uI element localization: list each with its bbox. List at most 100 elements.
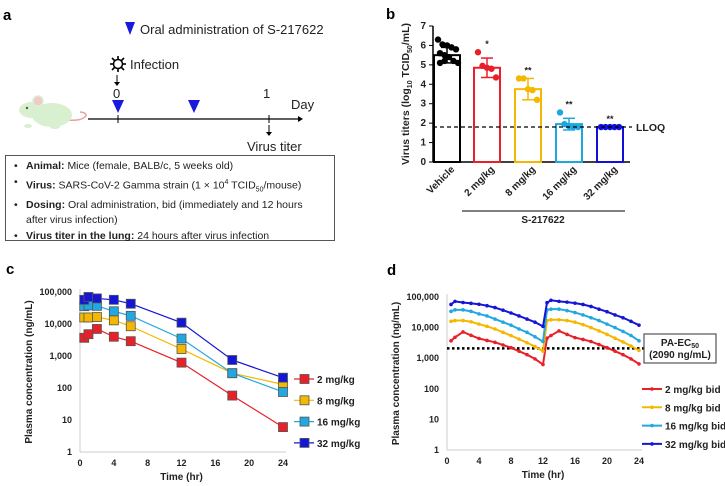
mouse-icon bbox=[19, 95, 87, 129]
data-point bbox=[573, 301, 577, 305]
y-tick-label: 6 bbox=[420, 40, 426, 51]
legend-label: 8 mg/kg bid bbox=[665, 403, 721, 414]
data-point bbox=[533, 335, 537, 339]
y-tick-label: 2 bbox=[420, 118, 426, 129]
data-point bbox=[453, 299, 457, 304]
data-point bbox=[515, 75, 523, 82]
data-point bbox=[541, 362, 545, 367]
info-virus-label: Virus: bbox=[26, 179, 56, 191]
y-tick-label: 100,000 bbox=[406, 292, 439, 302]
data-point bbox=[613, 313, 617, 317]
data-point bbox=[611, 123, 618, 131]
data-point bbox=[557, 317, 561, 322]
data-point bbox=[493, 317, 497, 321]
titer-arrowhead-icon bbox=[266, 132, 272, 136]
ec50-label-text: PA-EC bbox=[661, 338, 691, 349]
data-point bbox=[621, 315, 625, 320]
data-point bbox=[477, 336, 481, 341]
legend-marker bbox=[299, 374, 310, 384]
data-point bbox=[629, 357, 633, 361]
x-tick-label: 32 mg/kg bbox=[582, 164, 620, 202]
data-point bbox=[621, 340, 625, 344]
data-point bbox=[621, 329, 625, 334]
data-point bbox=[525, 330, 529, 335]
data-point bbox=[605, 332, 609, 337]
data-point bbox=[227, 390, 238, 401]
data-point bbox=[605, 322, 609, 326]
data-point bbox=[441, 57, 448, 65]
data-point bbox=[597, 342, 601, 347]
x-tick-label: 20 bbox=[602, 456, 612, 466]
x-axis-label: Time (hr) bbox=[522, 470, 565, 481]
info-animal-label: Animal: bbox=[26, 160, 65, 172]
data-point bbox=[557, 299, 561, 304]
data-point bbox=[125, 310, 136, 321]
data-point bbox=[565, 300, 569, 304]
y-axis-label: Plasma concentration (ng/mL) bbox=[391, 302, 402, 445]
data-point bbox=[525, 340, 529, 345]
data-point bbox=[449, 309, 453, 314]
data-point bbox=[493, 327, 497, 331]
data-point bbox=[533, 96, 541, 104]
legend-marker bbox=[299, 437, 310, 448]
data-point bbox=[549, 333, 553, 338]
y-label-part: 50 bbox=[407, 45, 414, 53]
data-point bbox=[545, 336, 549, 341]
data-point bbox=[549, 317, 553, 322]
x-tick-label: 16 mg/kg bbox=[541, 164, 579, 202]
x-tick-label: 8 bbox=[145, 458, 150, 468]
infection-arrowhead-icon bbox=[114, 82, 120, 86]
data-point bbox=[176, 344, 187, 354]
data-point bbox=[477, 302, 481, 307]
data-point bbox=[589, 339, 593, 344]
y-label-part: TCID bbox=[400, 53, 412, 81]
data-point bbox=[501, 308, 505, 313]
data-point bbox=[469, 333, 473, 338]
data-point bbox=[573, 335, 577, 340]
dose-marker-12h-icon bbox=[188, 100, 200, 113]
data-point bbox=[637, 362, 641, 366]
data-point bbox=[517, 314, 521, 318]
x-tick-label: 12 bbox=[538, 456, 548, 466]
data-point bbox=[493, 340, 497, 345]
data-point bbox=[449, 302, 453, 307]
data-point bbox=[509, 311, 513, 315]
legend-label: 32 mg/kg bid bbox=[665, 440, 725, 451]
data-point bbox=[517, 349, 521, 353]
x-tick-label: 24 bbox=[278, 458, 288, 468]
x-tick-label: 20 bbox=[244, 458, 254, 468]
day-axis-label: Day bbox=[291, 97, 315, 112]
data-point bbox=[461, 318, 465, 323]
data-point bbox=[469, 309, 473, 314]
panel-c-pk-chart: 1 10 100 1,000 10,000 100,000 0 4 8 12 16 20 24 Time … bbox=[24, 287, 360, 483]
x-tick-label: 4 bbox=[476, 456, 481, 466]
legend-marker bbox=[299, 416, 310, 427]
data-point bbox=[556, 109, 564, 116]
x-tick-label: 4 bbox=[111, 458, 116, 468]
data-point bbox=[461, 330, 465, 334]
info-dosing-text: Oral administration, bid (immediately an… bbox=[68, 198, 303, 211]
study-design-box: Animal: Mice (female, BALB/c, 5 weeks ol… bbox=[5, 155, 335, 244]
data-point bbox=[597, 307, 601, 311]
y-axis-label: Virus titers (log10 TCID50/mL) bbox=[400, 23, 414, 165]
data-point bbox=[637, 339, 641, 343]
data-point bbox=[589, 304, 593, 309]
infection-label: Infection bbox=[130, 57, 179, 72]
data-point bbox=[453, 308, 457, 312]
data-point bbox=[278, 422, 288, 432]
data-point bbox=[492, 74, 500, 81]
group-label: S-217622 bbox=[521, 215, 565, 226]
bar bbox=[596, 126, 624, 163]
panel-label-d: d bbox=[387, 262, 396, 279]
y-tick-label: 10,000 bbox=[411, 323, 439, 333]
data-point bbox=[629, 344, 633, 348]
y-tick-label: 1,000 bbox=[49, 351, 72, 361]
data-point bbox=[613, 349, 617, 353]
y-tick-label: 3 bbox=[420, 99, 426, 110]
data-point bbox=[176, 317, 187, 328]
data-point bbox=[125, 336, 136, 347]
panel-label-c: c bbox=[6, 261, 14, 278]
data-point bbox=[469, 319, 473, 324]
lloq-label: LLOQ bbox=[636, 122, 665, 134]
